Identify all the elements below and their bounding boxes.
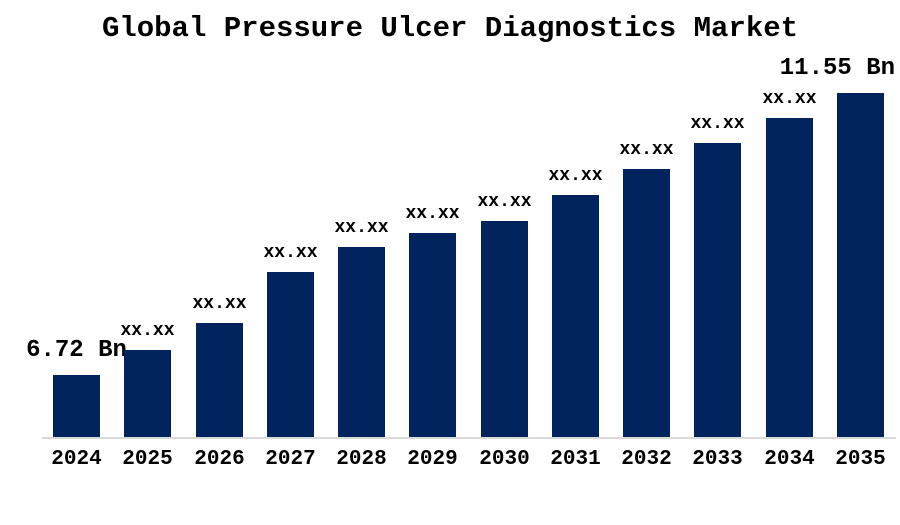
value-label-2033: xx.xx [690,114,745,134]
bar-2031 [552,195,599,437]
value-label-2034: xx.xx [762,89,817,109]
value-label-2025: xx.xx [120,321,175,341]
x-axis-line [42,437,896,439]
bar-2025 [124,350,171,437]
x-tick-2029: 2029 [407,448,458,471]
bar-2029 [409,233,456,437]
bar-2035 [837,93,884,437]
x-tick-2033: 2033 [692,448,743,471]
x-tick-2025: 2025 [122,448,173,471]
bar-2034 [766,118,813,437]
x-tick-2026: 2026 [194,448,245,471]
x-tick-2027: 2027 [265,448,316,471]
x-tick-2034: 2034 [764,448,815,471]
bar-2027 [267,272,314,437]
bar-2033 [694,143,741,437]
x-tick-2030: 2030 [479,448,530,471]
value-label-2031: xx.xx [548,166,603,186]
value-label-2026: xx.xx [192,294,247,314]
value-label-2028: xx.xx [334,218,389,238]
value-label-2035: 11.55 Bn [779,55,895,82]
value-label-2032: xx.xx [619,140,674,160]
value-label-2029: xx.xx [405,204,460,224]
value-label-2030: xx.xx [477,192,532,212]
bar-2032 [623,169,670,437]
x-tick-2035: 2035 [835,448,886,471]
x-tick-2028: 2028 [336,448,387,471]
bar-2026 [196,323,243,437]
chart-title: Global Pressure Ulcer Diagnostics Market [101,12,799,45]
value-label-2027: xx.xx [263,243,318,263]
bar-2030 [481,221,528,437]
x-tick-2032: 2032 [621,448,672,471]
bar-2024 [53,375,100,437]
x-tick-2024: 2024 [51,448,102,471]
value-label-2024: 6.72 Bn [26,337,127,364]
bar-2028 [338,247,385,437]
x-tick-2031: 2031 [550,448,601,471]
